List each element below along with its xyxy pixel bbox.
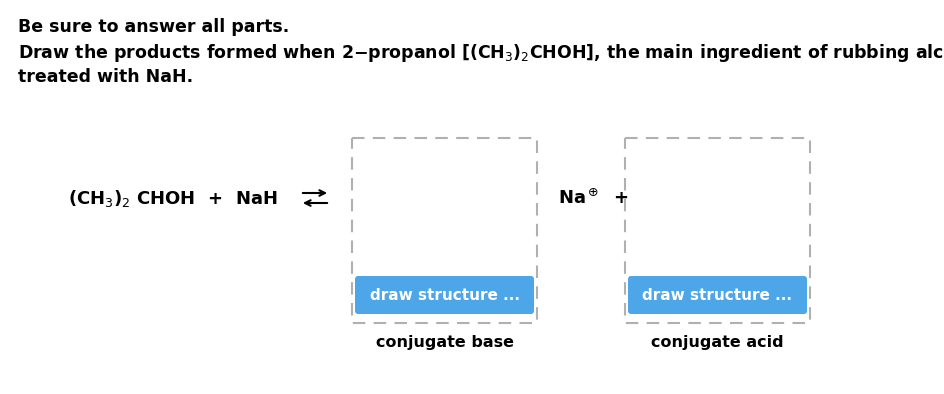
Bar bbox=[625, 138, 810, 323]
Text: draw structure ...: draw structure ... bbox=[369, 288, 519, 303]
Text: Na$^\oplus$  +: Na$^\oplus$ + bbox=[558, 188, 629, 208]
FancyBboxPatch shape bbox=[355, 276, 534, 314]
Text: conjugate base: conjugate base bbox=[376, 335, 514, 350]
Text: Draw the products formed when 2−propanol [(CH$_3$)$_2$CHOH], the main ingredient: Draw the products formed when 2−propanol… bbox=[18, 42, 944, 64]
FancyBboxPatch shape bbox=[628, 276, 807, 314]
Text: draw structure ...: draw structure ... bbox=[643, 288, 793, 303]
Text: Be sure to answer all parts.: Be sure to answer all parts. bbox=[18, 18, 289, 36]
Bar bbox=[352, 138, 537, 323]
Text: treated with NaH.: treated with NaH. bbox=[18, 68, 194, 86]
Text: (CH$_3$)$_2$ CHOH  +  NaH: (CH$_3$)$_2$ CHOH + NaH bbox=[68, 188, 278, 208]
Text: conjugate acid: conjugate acid bbox=[651, 335, 784, 350]
